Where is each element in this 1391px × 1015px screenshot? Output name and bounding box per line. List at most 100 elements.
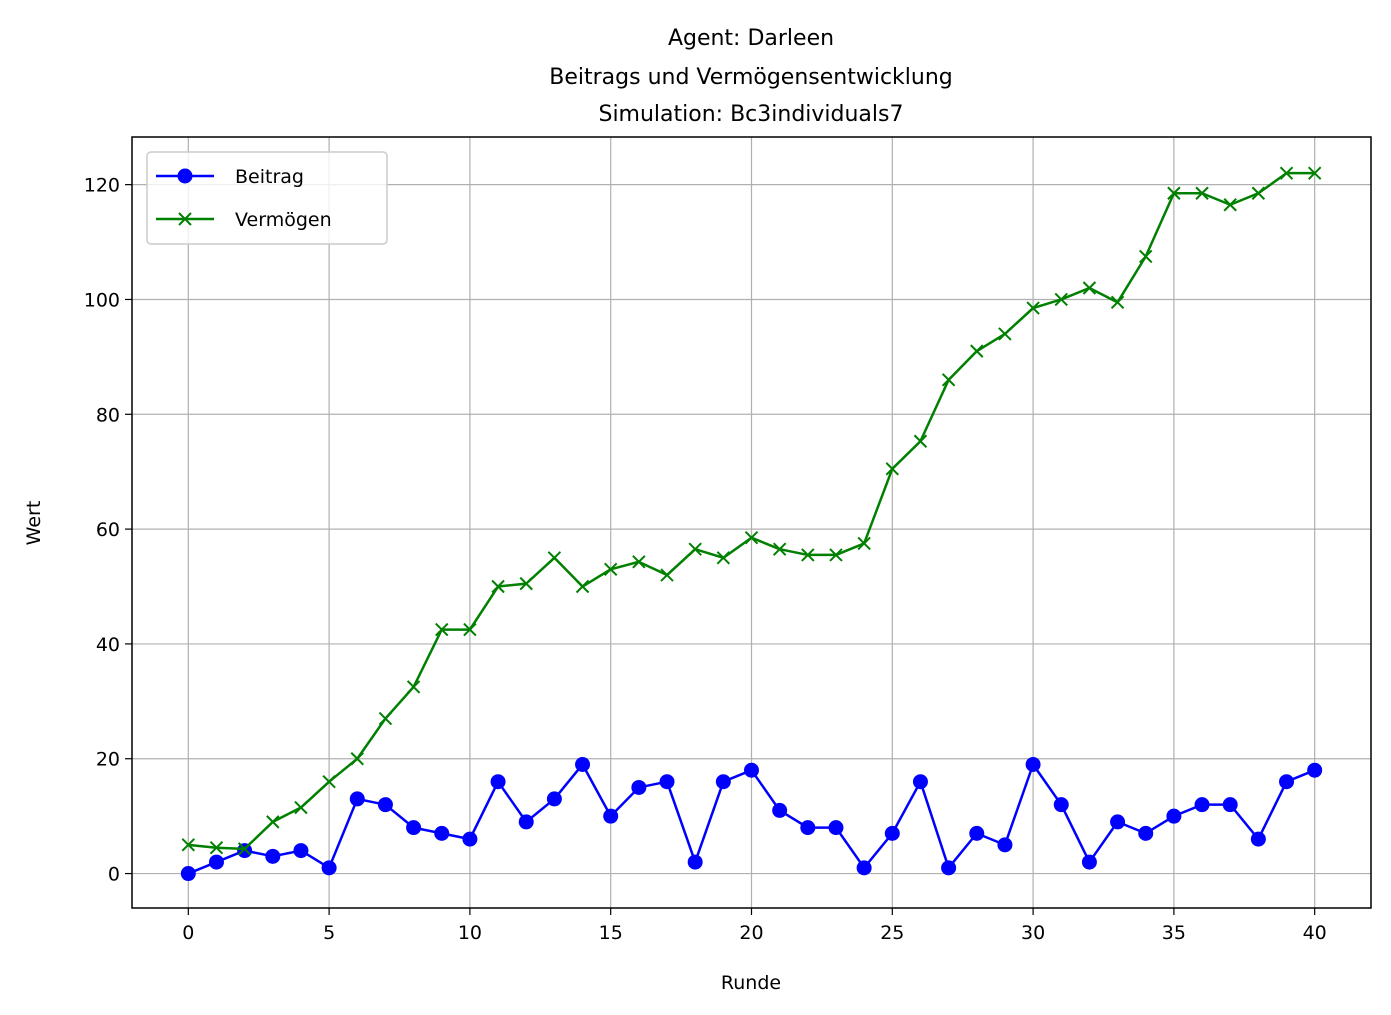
series-beitrag-point xyxy=(1194,797,1210,813)
series-vermoegen xyxy=(181,166,1322,856)
series-vermoegen-point xyxy=(294,800,308,815)
x-tick-label: 20 xyxy=(739,922,763,944)
grid xyxy=(132,137,1371,908)
series-beitrag-point xyxy=(631,779,647,795)
chart-title-line-2: Beitrags und Vermögensentwicklung xyxy=(549,65,953,90)
series-vermoegen-point xyxy=(491,579,505,594)
series-beitrag-point xyxy=(518,814,534,830)
series-vermoegen-point xyxy=(350,752,364,766)
chart-title-line-1: Agent: Darleen xyxy=(668,26,834,51)
series-beitrag-point xyxy=(406,820,422,836)
series-beitrag-point xyxy=(321,860,337,876)
series-beitrag xyxy=(180,756,1323,882)
series-vermoegen-point xyxy=(1251,186,1266,200)
series-beitrag-point xyxy=(490,774,506,790)
series-beitrag-point xyxy=(884,825,900,841)
series-vermoegen-point xyxy=(660,568,674,582)
series-vermoegen-point xyxy=(998,327,1012,341)
series-vermoegen-point xyxy=(1223,198,1237,212)
x-tick-label: 0 xyxy=(182,922,194,944)
legend: Beitrag Vermögen xyxy=(146,151,388,245)
series-beitrag-point xyxy=(1138,825,1154,841)
y-tick-label: 0 xyxy=(108,864,120,886)
series-beitrag-point xyxy=(1053,797,1069,813)
series-vermoegen-point xyxy=(772,542,787,556)
series-beitrag-point xyxy=(912,774,928,790)
series-vermoegen-point xyxy=(547,551,562,565)
x-tick-label: 35 xyxy=(1162,922,1186,944)
series-vermoegen-point xyxy=(970,344,984,358)
series-vermoegen-point xyxy=(1167,186,1181,200)
legend-vermoegen-label: Vermögen xyxy=(235,209,332,231)
series-vermoegen-point xyxy=(885,462,900,476)
y-tick-label: 40 xyxy=(96,634,120,656)
series-beitrag-point xyxy=(715,774,731,790)
series-beitrag-point xyxy=(377,797,393,813)
y-tick-label: 120 xyxy=(84,175,120,197)
series-beitrag-point xyxy=(293,843,309,859)
series-vermoegen-point xyxy=(913,434,928,448)
series-beitrag-point xyxy=(828,820,844,836)
series-beitrag-point xyxy=(969,825,985,841)
series-vermoegen-point xyxy=(209,841,224,855)
series-beitrag-point xyxy=(1222,797,1238,813)
series-vermoegen-point xyxy=(322,774,336,789)
series-beitrag-point xyxy=(603,808,619,824)
series-vermoegen-point xyxy=(181,838,196,852)
series-vermoegen-point xyxy=(603,562,618,576)
series-beitrag-point xyxy=(265,848,281,864)
series-beitrag-point xyxy=(349,791,365,807)
series-vermoegen-point xyxy=(266,815,280,829)
series-vermoegen-point xyxy=(1082,281,1097,295)
series-layer xyxy=(180,166,1323,882)
x-tick-label: 10 xyxy=(458,922,482,944)
series-vermoegen-point xyxy=(1279,166,1294,180)
series-vermoegen-point xyxy=(575,579,590,594)
series-vermoegen-point xyxy=(406,680,421,694)
series-beitrag-point xyxy=(772,802,788,818)
axis-ticks: 0 5 10 15 20 25 30 35 40 0 20 40 60 80 100 120 xyxy=(84,175,1327,944)
series-vermoegen-point xyxy=(716,551,731,565)
series-vermoegen-point xyxy=(829,548,843,562)
y-axis-label: Wert xyxy=(23,501,45,546)
series-beitrag-point xyxy=(1279,774,1295,790)
series-vermoegen-point xyxy=(237,842,252,856)
x-tick-label: 25 xyxy=(880,922,904,944)
series-beitrag-point xyxy=(208,854,224,870)
legend-beitrag-label: Beitrag xyxy=(235,166,304,188)
y-tick-label: 60 xyxy=(96,519,120,541)
series-beitrag-point xyxy=(546,791,562,807)
series-vermoegen-point xyxy=(1054,292,1068,307)
y-tick-label: 80 xyxy=(96,404,120,426)
series-beitrag-point xyxy=(744,762,759,778)
series-vermoegen-point xyxy=(744,531,759,545)
series-vermoegen-point xyxy=(857,536,871,551)
series-beitrag-point xyxy=(462,831,478,847)
series-vermoegen-point xyxy=(1307,166,1322,180)
series-vermoegen-point xyxy=(801,548,815,562)
x-axis-label: Runde xyxy=(721,972,781,994)
series-vermoegen-point xyxy=(463,622,477,637)
x-tick-label: 15 xyxy=(599,922,623,944)
series-vermoegen-point xyxy=(1195,186,1209,200)
series-vermoegen-point xyxy=(519,576,533,591)
series-beitrag-point xyxy=(1307,762,1323,778)
series-beitrag-point xyxy=(1081,854,1097,870)
series-beitrag-point xyxy=(1110,814,1126,830)
series-beitrag-point xyxy=(659,774,675,790)
x-tick-label: 40 xyxy=(1303,922,1327,944)
series-beitrag-point xyxy=(1250,831,1266,847)
series-beitrag-point xyxy=(687,854,703,870)
series-beitrag-point xyxy=(180,866,196,882)
series-beitrag-point xyxy=(941,860,957,876)
series-beitrag-point xyxy=(1166,808,1182,824)
series-vermoegen-point xyxy=(1026,301,1040,315)
legend-beitrag-marker xyxy=(177,168,193,184)
series-vermoegen-point xyxy=(1139,249,1153,264)
series-vermoegen-point xyxy=(688,542,702,556)
series-beitrag-point xyxy=(997,837,1013,853)
series-beitrag-point xyxy=(1025,756,1041,772)
legend-vermoegen-marker xyxy=(178,212,192,226)
y-tick-label: 20 xyxy=(96,749,120,771)
